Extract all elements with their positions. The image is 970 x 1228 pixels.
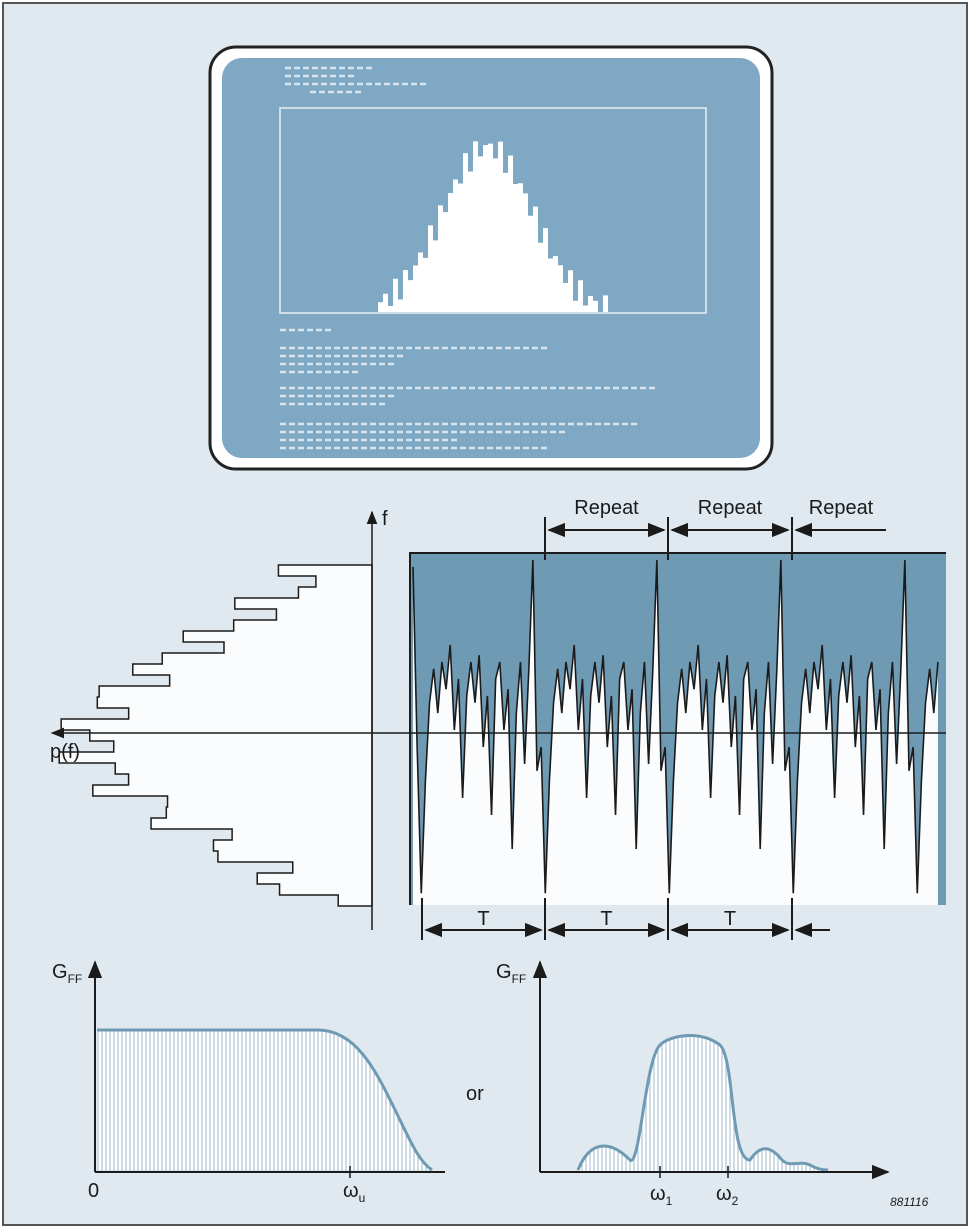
amplitude-histogram bbox=[58, 564, 373, 907]
waveform bbox=[412, 559, 939, 894]
period-label: T bbox=[477, 908, 489, 930]
omega-u: ωu bbox=[343, 1180, 365, 1205]
repeat-label: Repeat bbox=[809, 497, 874, 519]
repeat-label: Repeat bbox=[698, 497, 763, 519]
f-label: f bbox=[382, 508, 388, 530]
waveform-fill bbox=[413, 560, 938, 905]
spectrum-curve bbox=[576, 1034, 829, 1172]
gff-label: GFF bbox=[496, 961, 526, 986]
period-label: T bbox=[724, 908, 736, 930]
figure-id: 881116 bbox=[890, 1195, 929, 1209]
repeat-label: Repeat bbox=[574, 497, 639, 519]
spectrum-curve bbox=[97, 1028, 433, 1172]
pf-label: p(f) bbox=[50, 741, 80, 763]
screen-text bbox=[280, 66, 655, 450]
omega-2: ω2 bbox=[716, 1183, 739, 1208]
origin-label: 0 bbox=[88, 1180, 99, 1202]
omega-1: ω1 bbox=[650, 1183, 673, 1208]
period-arrows bbox=[421, 517, 886, 940]
screen-histogram bbox=[378, 141, 608, 312]
waveform-frame bbox=[409, 552, 946, 905]
gff-label: GFF bbox=[52, 961, 82, 986]
or-label: or bbox=[466, 1083, 484, 1105]
screen-frame bbox=[279, 107, 707, 314]
period-label: T bbox=[600, 908, 612, 930]
